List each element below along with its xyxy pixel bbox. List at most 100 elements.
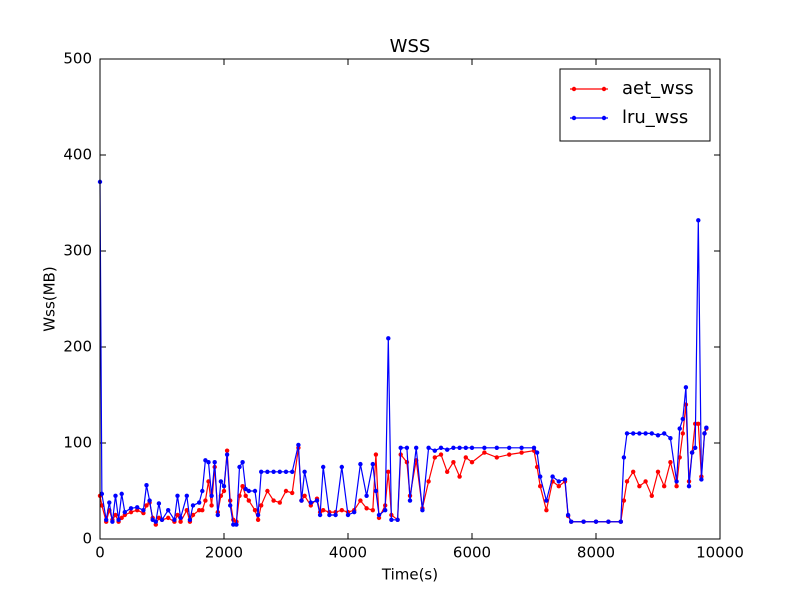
- data-point: [704, 425, 709, 430]
- data-point: [166, 508, 171, 513]
- data-point: [200, 508, 205, 513]
- data-point: [240, 460, 245, 465]
- data-point: [534, 450, 540, 455]
- data-point: [556, 484, 561, 489]
- data-point: [674, 479, 679, 484]
- data-point: [432, 455, 437, 460]
- data-point: [271, 498, 276, 503]
- data-point: [99, 491, 105, 497]
- legend-marker: [601, 115, 607, 121]
- data-point: [153, 519, 158, 524]
- data-point: [550, 474, 555, 479]
- x-axis-label: Time(s): [381, 566, 438, 584]
- data-point: [565, 512, 571, 518]
- data-point: [321, 464, 326, 470]
- data-point: [581, 519, 586, 524]
- data-point: [445, 447, 450, 452]
- data-point: [469, 445, 475, 450]
- x-tick-label: 2000: [205, 544, 243, 562]
- data-point: [302, 469, 307, 474]
- data-point: [649, 431, 654, 436]
- data-point: [314, 498, 320, 503]
- data-point: [438, 452, 444, 457]
- data-point: [141, 508, 146, 513]
- data-point: [172, 517, 177, 522]
- data-point: [345, 512, 351, 518]
- data-point: [187, 517, 193, 522]
- data-point: [218, 479, 224, 484]
- data-point: [426, 479, 431, 484]
- data-point: [482, 450, 487, 455]
- data-point: [339, 508, 344, 513]
- data-point: [364, 506, 369, 511]
- data-point: [107, 500, 112, 505]
- data-point: [507, 452, 512, 457]
- y-tick-label: 100: [63, 434, 92, 452]
- series-line: [99, 404, 707, 527]
- data-point: [569, 519, 574, 524]
- data-point: [224, 452, 230, 457]
- data-point: [333, 512, 338, 518]
- data-point: [358, 498, 363, 503]
- series-line: [99, 181, 707, 526]
- data-point: [696, 421, 701, 426]
- data-point: [277, 500, 282, 505]
- data-point: [702, 431, 707, 436]
- data-point: [683, 385, 689, 390]
- data-point: [404, 445, 410, 450]
- x-tick-label: 4000: [329, 544, 367, 562]
- y-tick-label: 200: [63, 338, 92, 356]
- y-tick-label: 500: [63, 50, 92, 68]
- x-tick-label: 10000: [696, 544, 744, 562]
- data-point: [221, 488, 227, 494]
- data-point: [457, 445, 462, 450]
- data-point: [507, 445, 512, 450]
- data-point: [190, 503, 196, 508]
- data-point: [352, 509, 357, 515]
- data-point: [190, 512, 196, 518]
- legend-marker: [571, 115, 577, 121]
- data-point: [544, 508, 549, 513]
- data-point: [144, 483, 149, 488]
- data-point: [407, 498, 413, 503]
- data-point: [184, 493, 189, 498]
- data-point: [389, 517, 394, 522]
- legend-label: lru_wss: [622, 107, 688, 128]
- data-point: [224, 448, 230, 453]
- data-point: [243, 493, 248, 498]
- data-point: [200, 488, 205, 494]
- data-point: [119, 491, 124, 497]
- data-point: [606, 519, 611, 524]
- data-point: [680, 416, 685, 422]
- data-point: [686, 484, 692, 489]
- data-point: [147, 498, 152, 503]
- legend-marker: [601, 86, 607, 92]
- data-point: [234, 522, 239, 527]
- data-point: [156, 501, 162, 506]
- data-point: [637, 431, 642, 436]
- data-point: [668, 460, 673, 465]
- data-point: [122, 509, 128, 515]
- data-point: [110, 519, 115, 524]
- y-tick-label: 400: [63, 146, 92, 164]
- data-point: [358, 461, 363, 467]
- data-point: [259, 469, 264, 474]
- legend-label: aet_wss: [622, 78, 694, 99]
- data-point: [203, 498, 208, 503]
- data-point: [339, 464, 344, 470]
- data-point: [317, 512, 323, 518]
- data-point: [386, 336, 391, 341]
- data-point: [631, 469, 636, 474]
- data-point: [277, 469, 282, 474]
- data-point: [215, 512, 220, 518]
- data-point: [376, 512, 382, 518]
- data-point: [624, 431, 630, 436]
- data-point: [166, 515, 171, 521]
- data-point: [621, 498, 627, 503]
- data-point: [99, 503, 105, 508]
- data-point: [175, 493, 180, 498]
- data-point: [113, 493, 118, 498]
- data-point: [618, 519, 623, 524]
- data-point: [209, 503, 214, 508]
